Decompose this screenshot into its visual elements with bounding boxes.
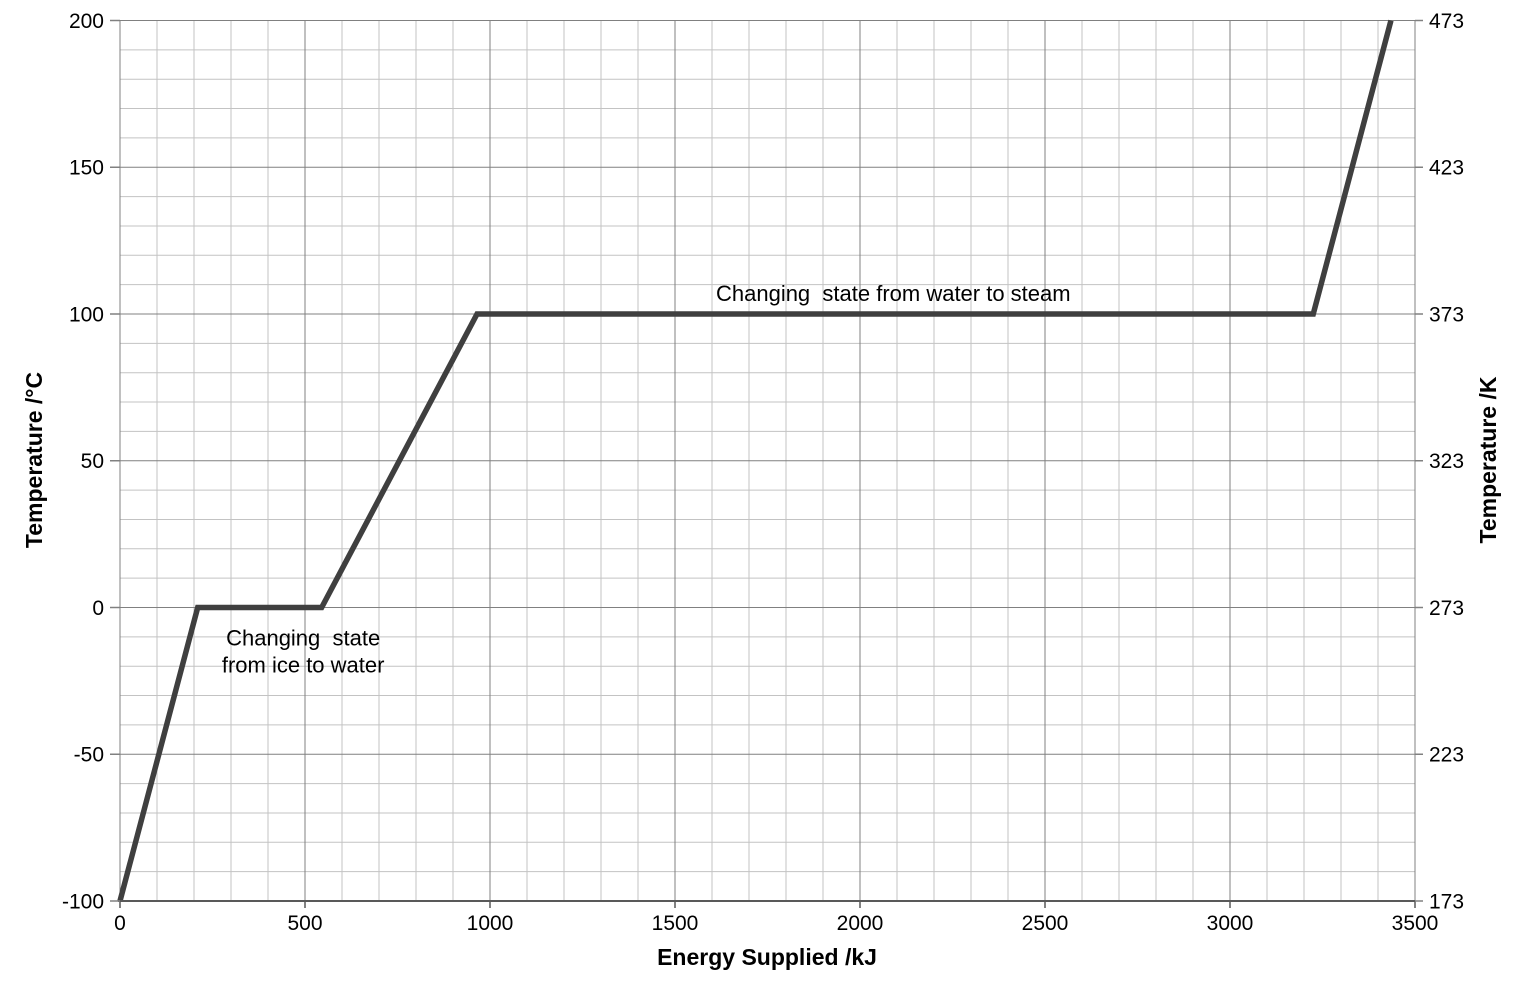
y-left-tick-label: 50 (81, 450, 104, 473)
y-left-tick-label: 200 (69, 10, 104, 33)
y-axis-right-title: Temperature /K (1475, 376, 1501, 543)
y-left-tick-label: 0 (92, 597, 104, 620)
axes-layer (110, 19, 1423, 908)
series-layer (117, 19, 1394, 902)
y-left-tick-label: 150 (69, 157, 104, 180)
y-left-tick-label: -50 (74, 744, 104, 767)
y-left-tick-label: 100 (69, 303, 104, 326)
annotation-water-to-steam-line1: Changing state from water to steam (716, 281, 1071, 306)
y-axis-left-title: Temperature /°C (21, 372, 47, 548)
y-right-tick-label: 323 (1429, 450, 1464, 473)
y-right-tick-label: 423 (1429, 157, 1464, 180)
tick-labels: 0 500 1000 1500 2000 2500 3000 3500200150100500… (62, 10, 1464, 935)
y-left-tick-label: -100 (62, 890, 104, 913)
annotation-ice-to-water-line1: Changing state (226, 626, 380, 651)
x-axis-title: Energy Supplied /kJ (657, 944, 877, 970)
x-tick-label: 1500 (652, 912, 699, 935)
x-tick-label: 0 (114, 912, 126, 935)
x-tick-label: 3000 (1207, 912, 1254, 935)
x-tick-label: 500 (287, 912, 322, 935)
x-tick-label: 1000 (467, 912, 514, 935)
annotation-ice-to-water-line2: from ice to water (222, 653, 385, 678)
y-right-tick-label: 473 (1429, 10, 1464, 33)
x-tick-label: 2500 (1022, 912, 1069, 935)
x-tick-label: 3500 (1392, 912, 1439, 935)
annotations: Changing state from water to steam Changi… (222, 281, 1071, 678)
y-right-tick-label: 273 (1429, 597, 1464, 620)
y-right-tick-label: 373 (1429, 303, 1464, 326)
series-line-heating-curve-of-water (117, 19, 1394, 902)
y-right-tick-label: 173 (1429, 890, 1464, 913)
y-right-tick-label: 223 (1429, 744, 1464, 767)
x-tick-label: 2000 (837, 912, 884, 935)
grid-major (119, 20, 1416, 902)
